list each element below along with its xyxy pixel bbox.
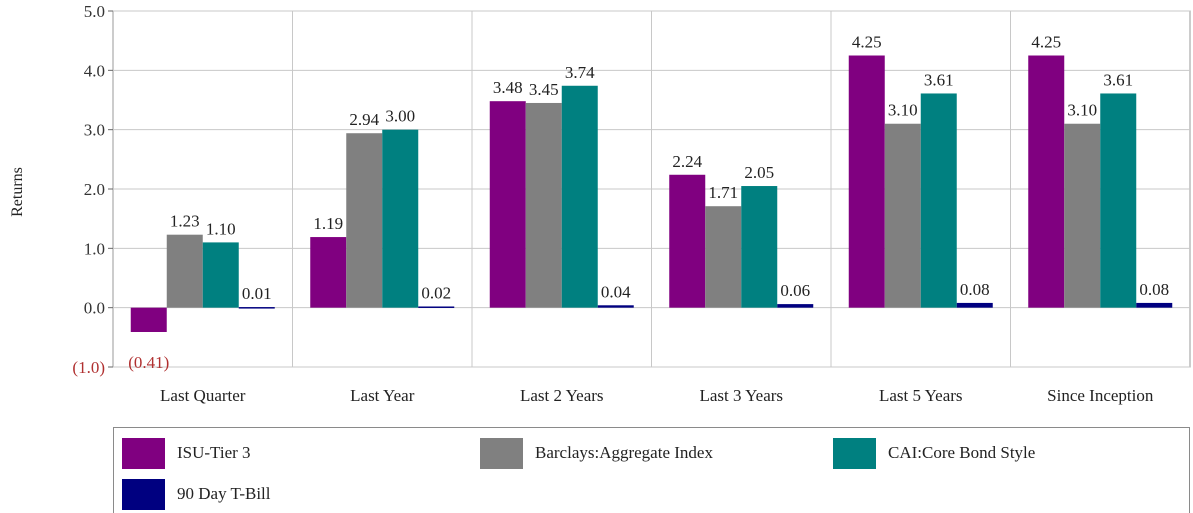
data-label: (0.41) xyxy=(128,353,169,372)
x-tick-label: Since Inception xyxy=(1047,386,1154,405)
data-label: 2.05 xyxy=(744,163,774,182)
data-label: 2.94 xyxy=(349,110,379,129)
bar xyxy=(561,85,598,308)
bar xyxy=(705,206,742,308)
legend-item: 90 Day T-Bill xyxy=(122,477,271,511)
legend-label: 90 Day T-Bill xyxy=(177,484,271,503)
y-axis-title: Returns xyxy=(9,167,26,217)
legend-item: Barclays:Aggregate Index xyxy=(480,436,713,470)
bar xyxy=(238,307,275,309)
data-labels-layer: (0.41) 1.23 1.10 0.01 1.19 2.94 3.00 0.02 3.48 3.… xyxy=(128,33,1169,372)
chart-legend: ISU-Tier 3 Barclays:Aggregate Index CAI:Co… xyxy=(113,427,1190,513)
legend-label: CAI:Core Bond Style xyxy=(888,443,1036,462)
data-label: 0.08 xyxy=(1139,280,1169,299)
bar xyxy=(848,55,885,308)
data-label: 1.19 xyxy=(313,214,343,233)
legend-item: ISU-Tier 3 xyxy=(122,436,251,470)
bar xyxy=(920,93,957,308)
returns-bar-chart: 5.0 4.0 3.0 2.0 1.0 0.0 (1.0) Last Quarter Last … xyxy=(9,2,1191,405)
bar xyxy=(669,174,706,308)
bar xyxy=(1136,302,1173,308)
data-label: 0.08 xyxy=(960,280,990,299)
legend-label: Barclays:Aggregate Index xyxy=(535,443,713,462)
bar xyxy=(741,186,778,308)
bar xyxy=(202,242,239,308)
bars-layer xyxy=(130,55,1173,332)
data-label: 3.61 xyxy=(1103,70,1133,89)
data-label: 0.04 xyxy=(601,282,631,301)
y-tick-label: 5.0 xyxy=(84,2,105,21)
bar xyxy=(1100,93,1137,308)
bar xyxy=(884,123,921,308)
bar xyxy=(525,102,562,308)
bar xyxy=(130,307,167,332)
data-label: 3.45 xyxy=(529,80,559,99)
data-label: 0.06 xyxy=(780,281,810,300)
data-label: 1.71 xyxy=(708,183,738,202)
data-label: 3.74 xyxy=(565,63,595,82)
x-tick-label: Last Quarter xyxy=(160,386,246,405)
bar xyxy=(310,237,347,308)
data-label: 4.25 xyxy=(852,33,882,52)
data-label: 4.25 xyxy=(1031,33,1061,52)
legend-swatch xyxy=(122,437,165,469)
data-label: 3.10 xyxy=(888,101,918,120)
bar xyxy=(956,302,993,308)
data-label: 3.00 xyxy=(385,107,415,126)
data-label: 3.48 xyxy=(493,78,523,97)
bar xyxy=(418,306,455,308)
data-label: 3.61 xyxy=(924,70,954,89)
bar xyxy=(489,101,526,308)
y-tick-label: 4.0 xyxy=(84,61,105,80)
grid-layer xyxy=(112,10,1191,368)
bar xyxy=(346,133,383,308)
legend-swatch xyxy=(833,437,876,469)
data-label: 1.23 xyxy=(170,212,200,231)
data-label: 1.10 xyxy=(206,219,236,238)
data-label: 0.01 xyxy=(242,284,272,303)
data-label: 0.02 xyxy=(421,283,451,302)
y-tick-label: (1.0) xyxy=(72,358,105,377)
legend-swatch xyxy=(480,437,523,469)
legend-label: ISU-Tier 3 xyxy=(177,443,251,462)
bar xyxy=(1064,123,1101,308)
bar xyxy=(382,129,419,308)
bar xyxy=(1028,55,1065,308)
x-tick-label: Last Year xyxy=(350,386,415,405)
data-label: 2.24 xyxy=(672,152,702,171)
y-tick-label: 1.0 xyxy=(84,239,105,258)
bar xyxy=(166,234,203,308)
bar xyxy=(777,304,814,308)
x-tick-label: Last 2 Years xyxy=(520,386,604,405)
y-tick-label: 2.0 xyxy=(84,180,105,199)
legend-swatch xyxy=(122,478,165,510)
x-tick-label: Last 5 Years xyxy=(879,386,963,405)
bar xyxy=(597,305,634,308)
axis-layer: 5.0 4.0 3.0 2.0 1.0 0.0 (1.0) Last Quarter Last … xyxy=(72,2,1153,405)
y-tick-label: 0.0 xyxy=(84,299,105,318)
y-tick-label: 3.0 xyxy=(84,121,105,140)
legend-item: CAI:Core Bond Style xyxy=(833,436,1035,470)
x-tick-label: Last 3 Years xyxy=(699,386,783,405)
data-label: 3.10 xyxy=(1067,101,1097,120)
